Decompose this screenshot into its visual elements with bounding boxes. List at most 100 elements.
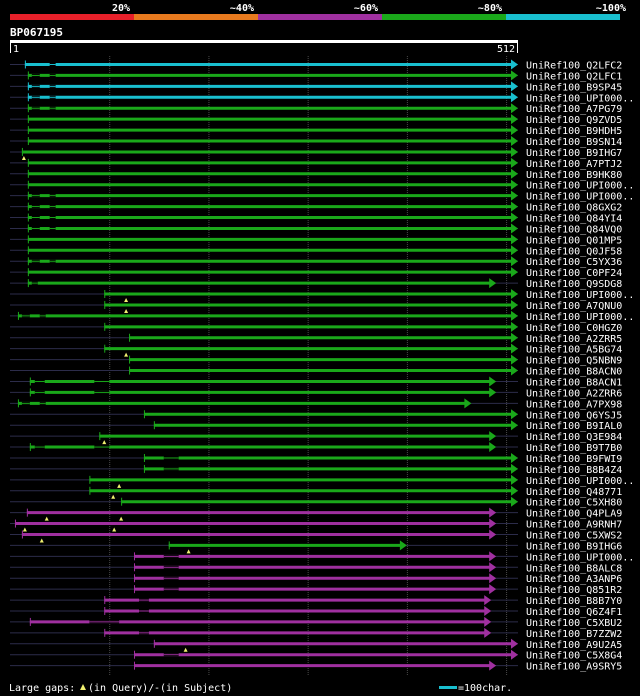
hit-row[interactable]: UniRef100_C5YX36 [10, 256, 622, 268]
hit-row[interactable]: UniRef100_C5XH80 [10, 496, 622, 509]
hit-row[interactable]: UniRef100_Q6Z4F1 [10, 606, 622, 618]
hit-row[interactable]: UniRef100_C5XWS2 [10, 529, 622, 543]
hit-row[interactable]: UniRef100_A5BG74 [10, 343, 622, 357]
hit-row[interactable]: UniRef100_B9HK80 [10, 168, 622, 181]
hit-label[interactable]: UniRef100_Q84YI4 [526, 214, 622, 225]
hit-row[interactable]: UniRef100_Q3E984 [10, 431, 622, 445]
hit-row[interactable]: UniRef100_A7PTJ2 [10, 157, 622, 170]
hit-label[interactable]: UniRef100_Q5NBN9 [526, 356, 622, 367]
hit-label[interactable]: UniRef100_Q9SDG8 [526, 279, 622, 290]
hit-label[interactable]: UniRef100_C5XBU2 [526, 618, 622, 629]
hit-label[interactable]: UniRef100_Q851R2 [526, 585, 622, 596]
hit-label[interactable]: UniRef100_B9HK80 [526, 170, 622, 181]
hit-label[interactable]: UniRef100_Q6Z4F1 [526, 607, 622, 618]
hit-row[interactable]: UniRef100_Q9ZVD5 [10, 114, 622, 126]
hit-label[interactable]: UniRef100_B9IHG7 [526, 148, 622, 159]
hit-label[interactable]: UniRef100_A9RNH7 [526, 520, 622, 531]
hit-row[interactable]: UniRef100_UPI000.. [10, 474, 634, 488]
hit-row[interactable]: UniRef100_A7PG79 [10, 103, 622, 115]
hit-label[interactable]: UniRef100_B8B4Z4 [526, 465, 622, 476]
hit-label[interactable]: UniRef100_Q4PLA9 [526, 509, 622, 520]
hit-label[interactable]: UniRef100_Q0JF58 [526, 246, 622, 257]
hit-row[interactable]: UniRef100_B9SN14 [10, 136, 622, 148]
hit-label[interactable]: UniRef100_A9SRY5 [526, 662, 622, 673]
hit-row[interactable]: UniRef100_B8B4Z4 [10, 463, 622, 476]
hit-label[interactable]: UniRef100_A9U2A5 [526, 640, 622, 651]
hit-row[interactable]: UniRef100_UPI000.. [10, 289, 634, 303]
hit-label[interactable]: UniRef100_B9IHG6 [526, 541, 622, 552]
hit-label[interactable]: UniRef100_A7PTJ2 [526, 159, 622, 170]
hit-row[interactable]: UniRef100_Q84YI4 [10, 212, 622, 225]
hit-label[interactable]: UniRef100_A3ANP6 [526, 574, 622, 585]
hit-label[interactable]: UniRef100_A7PG79 [526, 104, 622, 115]
hit-label[interactable]: UniRef100_Q84VQ0 [526, 224, 622, 235]
hit-label[interactable]: UniRef100_Q01MP5 [526, 235, 622, 246]
hit-row[interactable]: UniRef100_Q01MP5 [10, 234, 622, 246]
hit-label[interactable]: UniRef100_A7PX98 [526, 399, 622, 410]
hit-row[interactable]: UniRef100_B8ALC8 [10, 562, 622, 574]
hit-label[interactable]: UniRef100_C5XH80 [526, 498, 622, 509]
hit-label[interactable]: UniRef100_A2ZRR5 [526, 334, 622, 345]
hit-row[interactable]: UniRef100_A9U2A5 [10, 638, 622, 652]
hit-label[interactable]: UniRef100_B8ALC8 [526, 563, 622, 574]
hit-row[interactable]: UniRef100_Q6YSJ5 [10, 409, 622, 421]
hit-row[interactable]: UniRef100_A2ZRR5 [10, 332, 622, 345]
hit-row[interactable]: UniRef100_UPI000.. [10, 551, 634, 563]
hit-row[interactable]: UniRef100_B9IAL0 [10, 420, 622, 432]
hit-label[interactable]: UniRef100_C5XWS2 [526, 530, 622, 541]
hit-row[interactable]: UniRef100_B9SP45 [10, 81, 622, 93]
hit-label[interactable]: UniRef100_C0PF24 [526, 268, 622, 279]
hit-row[interactable]: UniRef100_Q5NBN9 [10, 354, 622, 367]
hit-row[interactable]: UniRef100_Q851R2 [10, 584, 622, 596]
hit-label[interactable]: UniRef100_C0HGZ0 [526, 323, 622, 334]
hit-row[interactable]: UniRef100_UPI000.. [10, 92, 634, 104]
hit-label[interactable]: UniRef100_B8ACN0 [526, 367, 622, 378]
hit-label[interactable]: UniRef100_UPI000.. [526, 476, 634, 487]
hit-label[interactable]: UniRef100_Q8GXG2 [526, 203, 622, 214]
hit-row[interactable]: UniRef100_C0HGZ0 [10, 321, 622, 334]
hit-label[interactable]: UniRef100_B9SP45 [526, 82, 622, 93]
hit-row[interactable]: UniRef100_Q0JF58 [10, 245, 622, 257]
hit-label[interactable]: UniRef100_B9SN14 [526, 137, 622, 148]
hit-row[interactable]: UniRef100_B9FWI9 [10, 452, 622, 465]
hit-label[interactable]: UniRef100_UPI000.. [526, 552, 634, 563]
hit-row[interactable]: UniRef100_A7PX98 [10, 398, 622, 410]
hit-label[interactable]: UniRef100_B9HDH5 [526, 126, 622, 137]
hit-row[interactable]: UniRef100_Q2LFC2 [10, 59, 622, 72]
hit-row[interactable]: UniRef100_B8ACN0 [10, 365, 622, 378]
hit-row[interactable]: UniRef100_B8ACN1 [10, 376, 622, 388]
hit-row[interactable]: UniRef100_Q48771 [10, 485, 622, 499]
hit-row[interactable]: UniRef100_A3ANP6 [10, 573, 622, 585]
hit-row[interactable]: UniRef100_B9IHG6 [10, 540, 622, 554]
hit-row[interactable]: UniRef100_Q4PLA9 [10, 507, 622, 521]
hit-label[interactable]: UniRef100_Q6YSJ5 [526, 410, 622, 421]
hit-row[interactable]: UniRef100_A2ZRR6 [10, 387, 622, 399]
hit-row[interactable]: UniRef100_Q9SDG8 [10, 278, 622, 290]
hit-label[interactable]: UniRef100_UPI000.. [526, 181, 634, 192]
hit-row[interactable]: UniRef100_Q84VQ0 [10, 223, 622, 235]
hit-row[interactable]: UniRef100_A9RNH7 [10, 518, 622, 532]
hit-label[interactable]: UniRef100_C5YX36 [526, 257, 622, 268]
hit-row[interactable]: UniRef100_Q2LFC1 [10, 70, 622, 82]
hit-row[interactable]: UniRef100_C0PF24 [10, 267, 622, 279]
hit-label[interactable]: UniRef100_UPI000.. [526, 312, 634, 323]
hit-label[interactable]: UniRef100_B8B7Y0 [526, 596, 622, 607]
hit-label[interactable]: UniRef100_B9T7B0 [526, 443, 622, 454]
hit-row[interactable]: UniRef100_B9T7B0 [10, 442, 622, 454]
hit-row[interactable]: UniRef100_A7QNU0 [10, 299, 622, 313]
hit-row[interactable]: UniRef100_Q8GXG2 [10, 201, 622, 214]
hit-label[interactable]: UniRef100_B9FWI9 [526, 454, 622, 465]
hit-row[interactable]: UniRef100_B7ZZW2 [10, 627, 622, 640]
hit-row[interactable]: UniRef100_A9SRY5 [10, 660, 622, 673]
hit-label[interactable]: UniRef100_UPI000.. [526, 192, 634, 203]
hit-label[interactable]: UniRef100_UPI000.. [526, 290, 634, 301]
hit-label[interactable]: UniRef100_UPI000.. [526, 93, 634, 104]
hit-label[interactable]: UniRef100_Q2LFC1 [526, 71, 622, 82]
hit-row[interactable]: UniRef100_C5XBU2 [10, 616, 622, 629]
hit-label[interactable]: UniRef100_B9IAL0 [526, 421, 622, 432]
hit-row[interactable]: UniRef100_B9IHG7 [10, 146, 622, 160]
hit-label[interactable]: UniRef100_B7ZZW2 [526, 629, 622, 640]
hit-row[interactable]: UniRef100_C5X8G4 [10, 649, 622, 662]
hit-label[interactable]: UniRef100_A5BG74 [526, 345, 622, 356]
hit-row[interactable]: UniRef100_UPI000.. [10, 190, 634, 203]
